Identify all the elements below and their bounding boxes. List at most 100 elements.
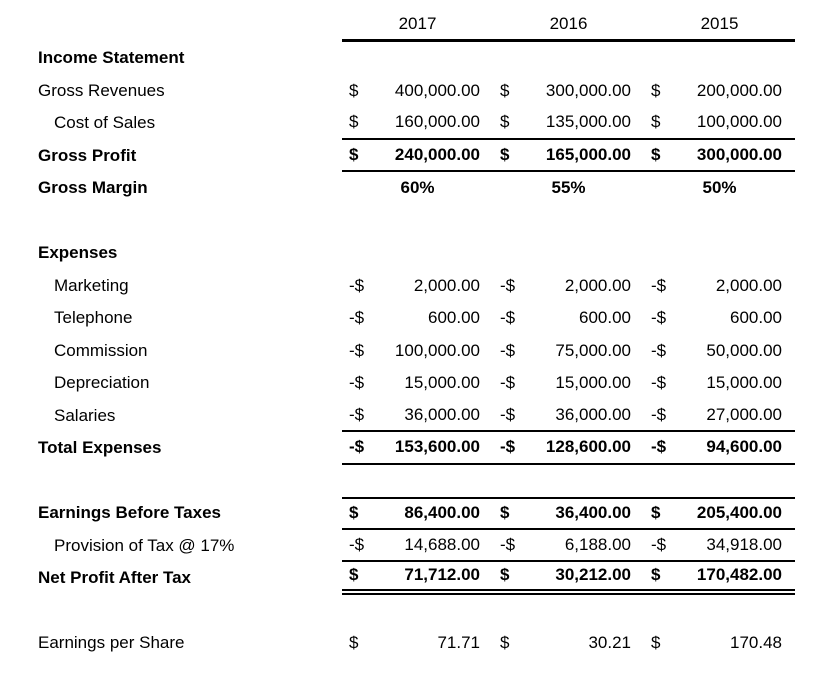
row-label: Income Statement <box>38 48 185 68</box>
centered-value: 50% <box>702 178 737 198</box>
earnings-before-taxes-value-col1: $36,400.00 <box>493 499 644 528</box>
table-row-provision-of-tax: Provision of Tax @ 17% -$ 14,688.00 -$ 6,188… <box>0 530 795 562</box>
marketing-value-col2: -$ 2,000.00 <box>644 270 795 303</box>
amount: 75,000.00 <box>555 340 631 360</box>
earnings-per-share-value-col0: $71.71 <box>342 627 493 660</box>
row-values: -$ 600.00 -$ 600.00 -$ 600.00 <box>342 302 795 335</box>
row-label: Telephone <box>54 308 133 328</box>
table-row-year-header: 2017 2016 2015 <box>0 8 795 42</box>
currency-symbol: -$ <box>349 275 365 295</box>
amount: 165,000.00 <box>545 144 631 164</box>
currency-symbol: -$ <box>349 534 365 554</box>
commission-value-col2: -$ 50,000.00 <box>644 335 795 368</box>
amount: 34,918.00 <box>706 534 782 554</box>
amount: 240,000.00 <box>394 144 480 164</box>
salaries-value-col0: -$ 36,000.00 <box>342 400 493 431</box>
empty-cell <box>342 237 493 270</box>
empty-cell <box>493 595 644 628</box>
row-values: -$ 100,000.00 -$ 75,000.00 -$ 50,000.00 <box>342 335 795 368</box>
currency-symbol: -$ <box>500 437 516 457</box>
commission-value-col0: -$ 100,000.00 <box>342 335 493 368</box>
currency-symbol: $ <box>500 80 510 100</box>
empty-cell <box>644 595 795 628</box>
amount: 36,000.00 <box>404 404 480 424</box>
gross-revenues-value-col0: $400,000.00 <box>342 75 493 108</box>
telephone-value-col2: -$ 600.00 <box>644 302 795 335</box>
provision-of-tax-value-col2: -$ 34,918.00 <box>644 530 795 561</box>
salaries-value-col2: -$ 27,000.00 <box>644 400 795 431</box>
empty-cell <box>342 42 493 75</box>
empty-cell <box>644 237 795 270</box>
currency-symbol: -$ <box>500 404 516 424</box>
row-label: Gross Profit <box>38 145 137 165</box>
currency-symbol: $ <box>651 503 661 523</box>
amount: 153,600.00 <box>394 437 480 457</box>
centered-value: 55% <box>551 178 586 198</box>
currency-symbol: -$ <box>651 275 667 295</box>
amount: 2,000.00 <box>413 275 480 295</box>
table-row-gross-profit: Gross Profit $240,000.00 $165,000.00 $300,0… <box>0 140 795 172</box>
currency-symbol: $ <box>500 144 510 164</box>
amount: 160,000.00 <box>394 112 480 132</box>
empty-cell <box>342 595 493 628</box>
amount: 30,212.00 <box>555 565 631 585</box>
net-profit-after-tax-value-col0: $71,712.00 <box>342 562 493 589</box>
income-statement-table: 2017 2016 2015 Income Statement Gross Revenu… <box>0 8 795 660</box>
table-row-spacer-2 <box>0 465 795 498</box>
earnings-per-share-value-col1: $30.21 <box>493 627 644 660</box>
row-label <box>0 8 342 42</box>
gross-margin-value-col2: 50% <box>644 172 795 205</box>
amount: 2,000.00 <box>564 275 631 295</box>
currency-symbol: $ <box>500 112 510 132</box>
row-label <box>0 595 342 628</box>
currency-symbol: $ <box>500 565 510 585</box>
amount: 205,400.00 <box>696 503 782 523</box>
amount: 30.21 <box>588 633 631 653</box>
currency-symbol: -$ <box>651 404 667 424</box>
currency-symbol: $ <box>651 633 661 653</box>
row-values: -$ 15,000.00 -$ 15,000.00 -$ 15,000.00 <box>342 367 795 400</box>
table-row-salaries: Salaries -$ 36,000.00 -$ 36,000.00 -$ 27,000.0… <box>0 400 795 432</box>
currency-symbol: $ <box>349 112 359 132</box>
row-label: Gross Margin <box>38 178 148 198</box>
currency-symbol: $ <box>651 112 661 132</box>
currency-symbol: -$ <box>651 340 667 360</box>
amount: 2,000.00 <box>715 275 782 295</box>
amount: 600.00 <box>428 308 480 328</box>
amount: 14,688.00 <box>404 534 480 554</box>
currency-symbol: -$ <box>651 373 667 393</box>
currency-symbol: -$ <box>500 373 516 393</box>
table-row-commission: Commission -$ 100,000.00 -$ 75,000.00 -$ 50,00… <box>0 335 795 368</box>
empty-cell <box>342 465 493 498</box>
amount: 135,000.00 <box>545 112 631 132</box>
currency-symbol: -$ <box>349 437 365 457</box>
currency-symbol: -$ <box>349 308 365 328</box>
amount: 170,482.00 <box>696 565 782 585</box>
row-label: Total Expenses <box>38 438 162 458</box>
currency-symbol: -$ <box>500 308 516 328</box>
salaries-value-col1: -$ 36,000.00 <box>493 400 644 431</box>
currency-symbol: $ <box>500 633 510 653</box>
amount: 71,712.00 <box>404 565 480 585</box>
earnings-before-taxes-value-col0: $86,400.00 <box>342 499 493 528</box>
row-values: $240,000.00 $165,000.00 $300,000.00 <box>342 140 795 172</box>
net-profit-after-tax-value-col2: $170,482.00 <box>644 562 795 589</box>
row-label: Gross Revenues <box>38 80 165 100</box>
table-row-telephone: Telephone -$ 600.00 -$ 600.00 -$ 600.00 <box>0 302 795 335</box>
row-label: Earnings per Share <box>38 633 185 653</box>
currency-symbol: -$ <box>651 437 667 457</box>
row-values <box>342 465 795 498</box>
currency-symbol: $ <box>651 80 661 100</box>
total-expenses-value-col2: -$ 94,600.00 <box>644 432 795 463</box>
row-label <box>0 465 342 498</box>
currency-symbol: $ <box>349 565 359 585</box>
total-expenses-value-col1: -$ 128,600.00 <box>493 432 644 463</box>
currency-symbol: $ <box>651 565 661 585</box>
row-values: 60% 55% 50% <box>342 172 795 205</box>
marketing-value-col1: -$ 2,000.00 <box>493 270 644 303</box>
amount: 36,400.00 <box>555 503 631 523</box>
earnings-per-share-value-col2: $170.48 <box>644 627 795 660</box>
currency-symbol: $ <box>349 503 359 523</box>
amount: 100,000.00 <box>696 112 782 132</box>
